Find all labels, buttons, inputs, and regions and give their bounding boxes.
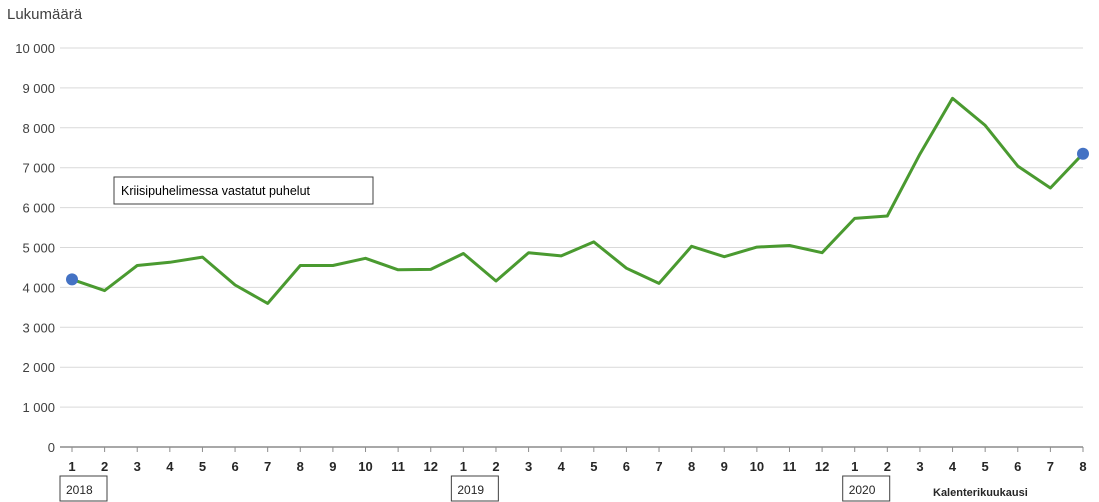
- x-tick-label: 12: [815, 459, 829, 474]
- x-tick-label: 8: [688, 459, 695, 474]
- x-tick-label: 9: [721, 459, 728, 474]
- x-tick-label: 7: [1047, 459, 1054, 474]
- year-label-box: [450, 475, 499, 502]
- y-tick-label: 4 000: [22, 280, 55, 295]
- endpoint-marker: [1077, 147, 1089, 160]
- x-tick-label: 7: [264, 459, 271, 474]
- x-tick-label: 4: [558, 459, 566, 474]
- y-ticks: 0 1 000 2 000 3 000 4 000 5 000 6 000 7 000 8 00…: [15, 41, 55, 455]
- x-tick-label: 3: [525, 459, 532, 474]
- x-tick-label: 9: [329, 459, 336, 474]
- gridlines: [60, 47, 1083, 448]
- y-axis-label: Lukumäärä: [7, 6, 83, 23]
- x-tick-label: 5: [199, 459, 206, 474]
- y-tick-label: 9 000: [22, 81, 55, 96]
- x-tick-label: 10: [750, 459, 764, 474]
- x-tick-label: 7: [655, 459, 662, 474]
- x-tick-label: 3: [134, 459, 141, 474]
- x-tick-label: 6: [1014, 459, 1021, 474]
- x-tick-label: 2: [101, 459, 108, 474]
- x-tick-label: 6: [623, 459, 630, 474]
- x-ticks: 1 2 3 4 5 6 7 8 9 10 11 12 1 2 3 4 5 6 7 8 9 10 11 12 1 2 3 4 5 6 7 8: [68, 447, 1087, 474]
- year-labels: 2018 2019 2020: [59, 475, 891, 502]
- x-tick-label: 12: [424, 459, 438, 474]
- y-tick-label: 7 000: [22, 161, 55, 176]
- x-tick-label: 4: [166, 459, 174, 474]
- year-label: 2020: [842, 475, 891, 502]
- x-tick-label: 5: [590, 459, 597, 474]
- year-label: 2019: [450, 475, 499, 502]
- x-tick-label: 3: [916, 459, 923, 474]
- year-label-box: [842, 475, 891, 502]
- y-tick-label: 3 000: [22, 320, 55, 335]
- series-annotation: Kriisipuhelimessa vastatut puhelut: [121, 184, 311, 198]
- y-tick-label: 0: [48, 440, 55, 455]
- year-label-box: [59, 475, 108, 502]
- x-tick-label: 1: [68, 459, 75, 474]
- legend-box: [113, 176, 374, 205]
- x-tick-label: 8: [1079, 459, 1086, 474]
- x-tick-label: 5: [982, 459, 989, 474]
- y-tick-label: 6 000: [22, 201, 55, 216]
- x-tick-label: 4: [949, 459, 957, 474]
- x-tick-label: 6: [231, 459, 238, 474]
- x-tick-label: 11: [391, 459, 405, 474]
- series-line: [70, 96, 1085, 305]
- y-tick-label: 8 000: [22, 121, 55, 136]
- y-tick-label: 2 000: [22, 360, 55, 375]
- year-label: 2018: [59, 475, 108, 502]
- year-label-text: 2019: [457, 483, 484, 497]
- series-legend-box: Kriisipuhelimessa vastatut puhelut: [113, 176, 374, 205]
- x-tick-label: 1: [460, 459, 467, 474]
- x-tick-label: 1: [851, 459, 858, 474]
- y-tick-label: 10 000: [15, 41, 55, 56]
- year-label-text: 2018: [66, 483, 93, 497]
- x-tick-label: 2: [884, 459, 891, 474]
- x-tick-label: 10: [358, 459, 372, 474]
- series-group: [66, 96, 1089, 305]
- x-tick-label: 8: [297, 459, 304, 474]
- x-tick-label: 11: [783, 459, 797, 474]
- x-axis-label: Kalenterikuukausi: [933, 487, 1028, 499]
- y-tick-label: 5 000: [22, 241, 55, 256]
- endpoint-marker: [66, 273, 78, 286]
- x-tick-label: 2: [492, 459, 499, 474]
- y-tick-label: 1 000: [22, 400, 55, 415]
- year-label-text: 2020: [849, 483, 876, 497]
